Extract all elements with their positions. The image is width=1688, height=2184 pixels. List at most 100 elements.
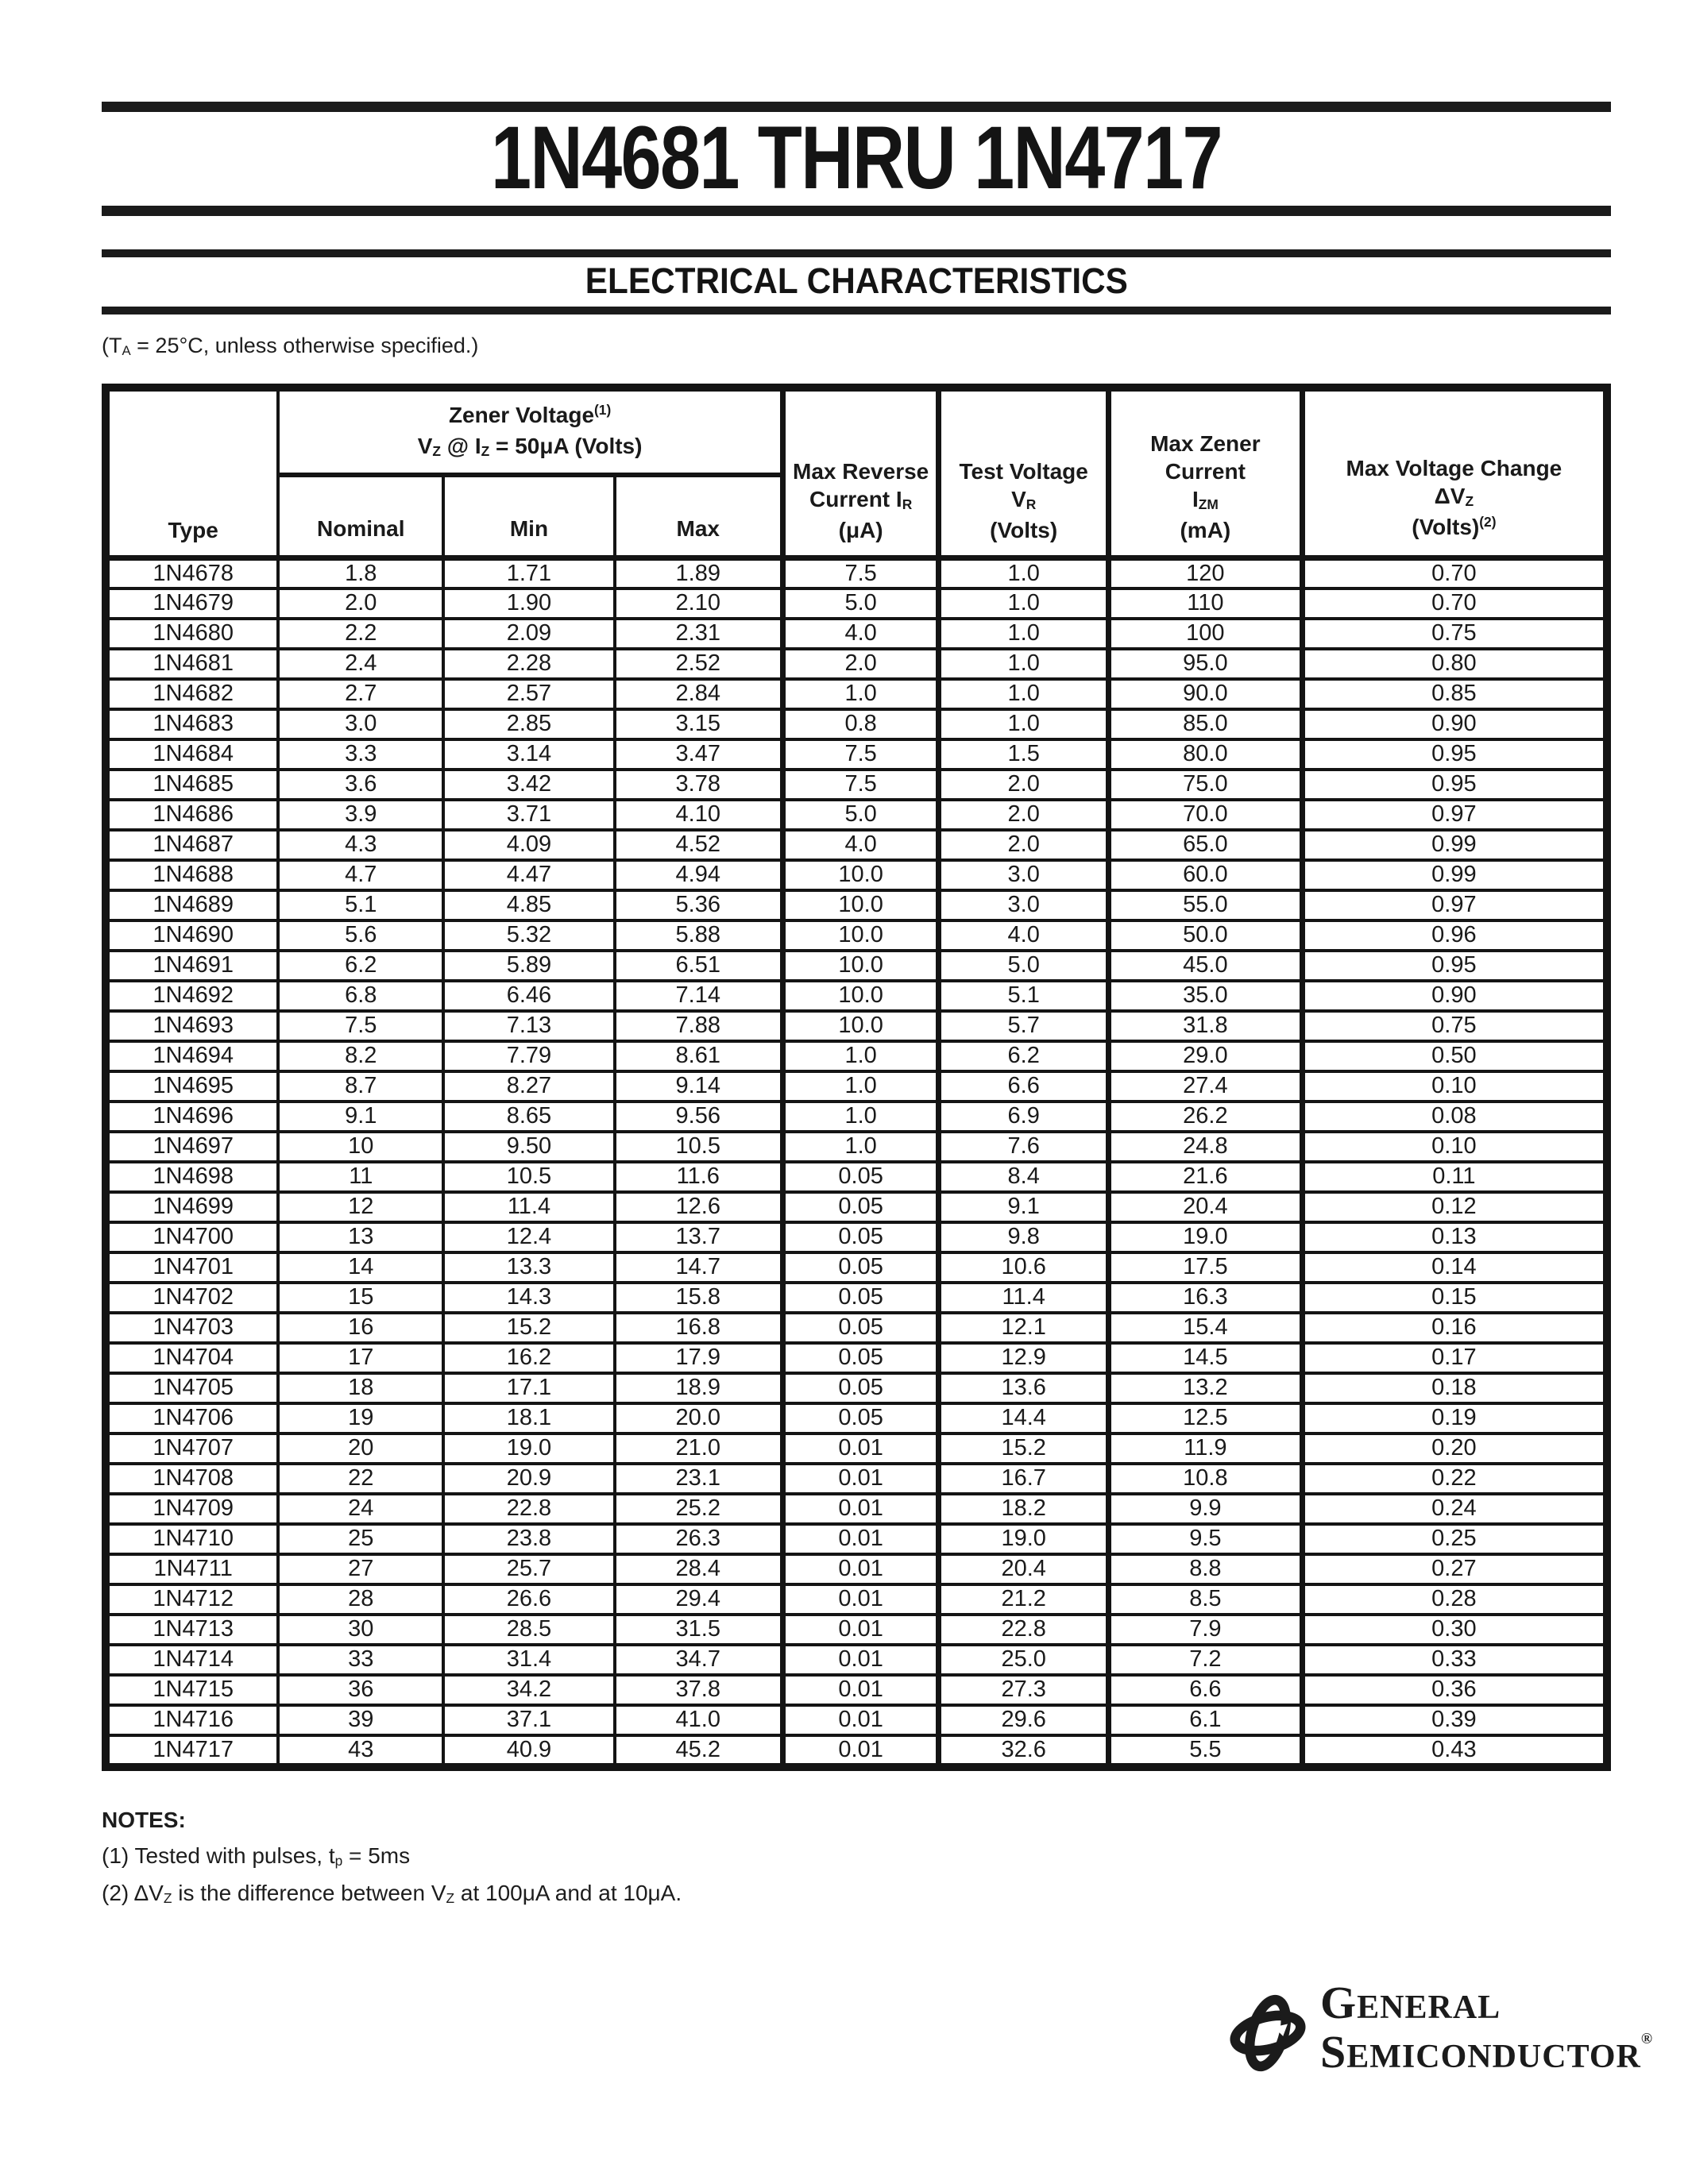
cell-type: 1N4686 [103,797,280,832]
cell-max: 5.88 [612,918,786,952]
cell-max-voltage-change: 0.14 [1300,1250,1609,1284]
cell-min: 34.2 [442,1673,616,1707]
cell-test-voltage: 11.4 [937,1280,1111,1314]
cell-max-voltage-change: 0.70 [1300,556,1609,590]
cell-max-voltage-change: 0.25 [1300,1522,1609,1556]
cell-type: 1N4702 [103,1280,280,1314]
cell-type: 1N4689 [103,888,280,922]
cell-max-voltage-change: 0.33 [1300,1642,1609,1677]
cell-test-voltage: 1.0 [937,646,1111,681]
cell-nominal: 2.4 [276,646,446,681]
cell-max-voltage-change: 0.75 [1300,1009,1609,1043]
cell-type: 1N4678 [103,556,280,590]
cell-max: 13.7 [612,1220,786,1254]
cell-max-voltage-change: 0.96 [1300,918,1609,952]
cell-max-zener-current: 10.8 [1107,1461,1305,1495]
cell-max-voltage-change: 0.80 [1300,646,1609,681]
header-min: Min [442,473,616,561]
cell-test-voltage: 6.9 [937,1099,1111,1133]
cell-max: 2.84 [612,677,786,711]
cell-max: 10.5 [612,1129,786,1163]
cell-max: 20.0 [612,1401,786,1435]
cell-max-reverse-current: 0.01 [781,1703,942,1737]
cell-max-zener-current: 90.0 [1107,677,1305,711]
cell-max-voltage-change: 0.27 [1300,1552,1609,1586]
cell-nominal: 3.6 [276,767,446,801]
cell-nominal: 36 [276,1673,446,1707]
cell-type: 1N4700 [103,1220,280,1254]
cell-min: 14.3 [442,1280,616,1314]
logo-word-general: GENERAL [1320,1977,1501,2028]
cell-test-voltage: 2.0 [937,767,1111,801]
cell-test-voltage: 12.1 [937,1310,1111,1345]
table-row: 1N4707 20 19.0 21.0 0.01 15.2 11.9 0.20 [103,1431,1609,1465]
header-zener-voltage-group: Zener Voltage(1) VZ @ IZ = 50μA (Volts) [276,386,786,477]
cell-min: 9.50 [442,1129,616,1163]
table-row: 1N4695 8.7 8.27 9.14 1.0 6.6 27.4 0.10 [103,1069,1609,1103]
cell-max-zener-current: 17.5 [1107,1250,1305,1284]
cell-max-voltage-change: 0.97 [1300,888,1609,922]
cell-min: 20.9 [442,1461,616,1495]
cell-max: 11.6 [612,1160,786,1194]
table-row: 1N4692 6.8 6.46 7.14 10.0 5.1 35.0 0.90 [103,978,1609,1013]
table-row: 1N4702 15 14.3 15.8 0.05 11.4 16.3 0.15 [103,1280,1609,1314]
cell-nominal: 9.1 [276,1099,446,1133]
cell-max-zener-current: 65.0 [1107,828,1305,862]
notes-section: NOTES: (1) Tested with pulses, tp = 5ms … [102,1808,1611,1911]
zener-voltage-title: Zener Voltage(1) [448,402,612,427]
table-row: 1N4708 22 20.9 23.1 0.01 16.7 10.8 0.22 [103,1461,1609,1495]
cell-nominal: 15 [276,1280,446,1314]
cell-max: 12.6 [612,1190,786,1224]
cell-max-zener-current: 8.8 [1107,1552,1305,1586]
table-row: 1N4684 3.3 3.14 3.47 7.5 1.5 80.0 0.95 [103,737,1609,771]
cell-max-reverse-current: 0.05 [781,1190,942,1224]
electrical-characteristics-table: Type Zener Voltage(1) VZ @ IZ = 50μA (Vo… [102,384,1611,1771]
cell-test-voltage: 9.8 [937,1220,1111,1254]
cell-type: 1N4697 [103,1129,280,1163]
cell-test-voltage: 14.4 [937,1401,1111,1435]
cell-max: 8.61 [612,1039,786,1073]
cell-max-voltage-change: 0.39 [1300,1703,1609,1737]
table-row: 1N4716 39 37.1 41.0 0.01 29.6 6.1 0.39 [103,1703,1609,1737]
footnote-ref-2: (2) [1479,513,1497,530]
cell-min: 4.47 [442,858,616,892]
cell-max: 41.0 [612,1703,786,1737]
cell-min: 31.4 [442,1642,616,1677]
cell-max-voltage-change: 0.43 [1300,1733,1609,1769]
horizontal-rule [102,249,1611,257]
cell-max-voltage-change: 0.24 [1300,1491,1609,1526]
table-row: 1N4712 28 26.6 29.4 0.01 21.2 8.5 0.28 [103,1582,1609,1616]
cell-nominal: 17 [276,1341,446,1375]
cell-nominal: 6.2 [276,948,446,982]
table-row: 1N4678 1.8 1.71 1.89 7.5 1.0 120 0.70 [103,556,1609,590]
table-row: 1N4703 16 15.2 16.8 0.05 12.1 15.4 0.16 [103,1310,1609,1345]
cell-min: 3.42 [442,767,616,801]
cell-max-zener-current: 5.5 [1107,1733,1305,1769]
table-row: 1N4693 7.5 7.13 7.88 10.0 5.7 31.8 0.75 [103,1009,1609,1043]
cell-nominal: 8.2 [276,1039,446,1073]
cell-max: 14.7 [612,1250,786,1284]
cell-max: 31.5 [612,1612,786,1646]
cell-max-reverse-current: 5.0 [781,797,942,832]
cell-nominal: 14 [276,1250,446,1284]
header-max: Max [612,473,786,561]
cell-max-reverse-current: 0.01 [781,1612,942,1646]
page-title-text: 1N4681 THRU 1N4717 [490,108,1223,207]
cell-min: 15.2 [442,1310,616,1345]
table-row: 1N4679 2.0 1.90 2.10 5.0 1.0 110 0.70 [103,586,1609,620]
cell-max-voltage-change: 0.99 [1300,828,1609,862]
subscript: A [122,343,131,358]
cell-max: 26.3 [612,1522,786,1556]
cell-max: 2.31 [612,616,786,650]
cell-max-zener-current: 100 [1107,616,1305,650]
cell-type: 1N4710 [103,1522,280,1556]
cell-test-voltage: 32.6 [937,1733,1111,1769]
cell-max-zener-current: 80.0 [1107,737,1305,771]
cell-test-voltage: 5.1 [937,978,1111,1013]
cell-type: 1N4696 [103,1099,280,1133]
cell-min: 2.09 [442,616,616,650]
table-row: 1N4711 27 25.7 28.4 0.01 20.4 8.8 0.27 [103,1552,1609,1586]
cell-max-reverse-current: 0.05 [781,1160,942,1194]
cell-max-voltage-change: 0.12 [1300,1190,1609,1224]
cell-max-voltage-change: 0.30 [1300,1612,1609,1646]
